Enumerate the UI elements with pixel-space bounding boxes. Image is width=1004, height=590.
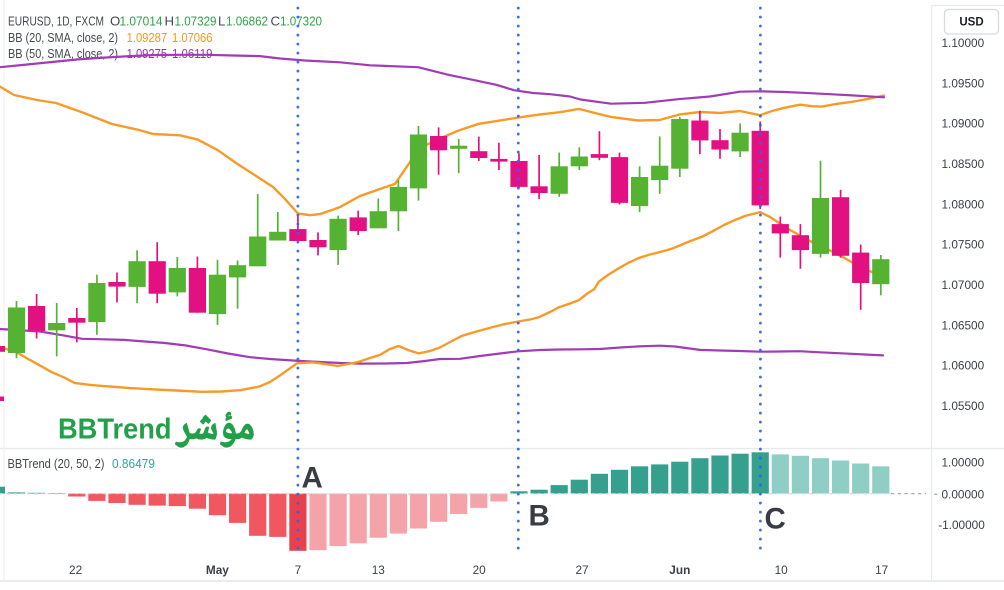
svg-text:1.08000: 1.08000 xyxy=(942,197,985,211)
svg-text:1.10000: 1.10000 xyxy=(942,36,985,50)
svg-text:1.09000: 1.09000 xyxy=(942,117,985,131)
svg-text:7: 7 xyxy=(295,563,302,577)
svg-text:17: 17 xyxy=(875,563,888,577)
svg-text:A: A xyxy=(302,461,323,494)
svg-text:May: May xyxy=(206,563,229,577)
svg-text:1.00000: 1.00000 xyxy=(942,456,985,470)
svg-text:BBTrend: BBTrend xyxy=(58,414,172,446)
svg-text:BBTrend (20, 50, 2)0.86479: BBTrend (20, 50, 2) 0.86479 xyxy=(8,457,156,471)
svg-text:20: 20 xyxy=(473,563,487,577)
svg-text:27: 27 xyxy=(575,563,588,577)
svg-text:10: 10 xyxy=(775,563,789,577)
svg-text:1.08500: 1.08500 xyxy=(942,157,985,171)
svg-text:22: 22 xyxy=(69,563,82,577)
svg-text:1.06500: 1.06500 xyxy=(942,318,985,332)
svg-text:Jun: Jun xyxy=(669,563,690,577)
svg-text:1.05500: 1.05500 xyxy=(942,399,985,413)
svg-text:USD: USD xyxy=(959,17,983,29)
svg-text:B: B xyxy=(529,499,550,532)
svg-text:0.00000: 0.00000 xyxy=(942,487,985,501)
svg-text:1.09500: 1.09500 xyxy=(942,76,985,90)
svg-text:1.07000: 1.07000 xyxy=(942,278,985,292)
svg-text:C: C xyxy=(765,502,786,535)
svg-text:-1.00000: -1.00000 xyxy=(938,518,985,532)
svg-text:1.07500: 1.07500 xyxy=(942,238,985,252)
svg-text:13: 13 xyxy=(372,563,386,577)
svg-text:1.06000: 1.06000 xyxy=(942,359,985,373)
